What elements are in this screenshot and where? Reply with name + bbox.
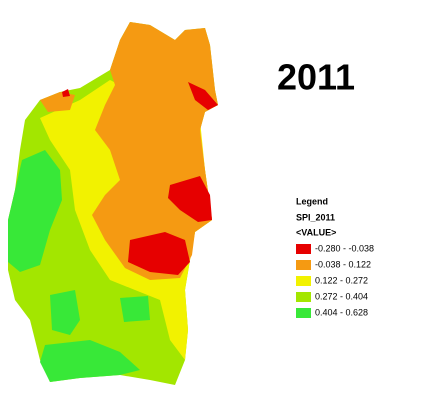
legend: Legend SPI_2011 <VALUE> -0.280 - -0.038 -… [296,196,374,318]
map-title: 2011 [277,57,355,98]
legend-label: 0.404 - 0.628 [315,307,368,317]
legend-label: 0.122 - 0.272 [315,275,368,285]
legend-label: -0.038 - 0.122 [315,259,371,269]
legend-swatch [296,292,311,302]
zone-red [168,176,212,222]
zone-red [128,232,190,275]
map [8,22,218,385]
legend-label: 0.272 - 0.404 [315,291,368,301]
legend-swatch [296,276,311,286]
zone-green [40,340,140,382]
zone-green [50,290,80,335]
legend-title: Legend [296,196,328,206]
legend-layer: SPI_2011 [296,212,335,222]
zone-orange [40,92,75,112]
zone-red [62,89,70,97]
zone-green [120,296,150,322]
zone-orange [92,22,218,280]
legend-label: -0.280 - -0.038 [315,243,374,253]
zone-red [188,82,218,110]
zone-green [8,150,62,272]
legend-swatch [296,244,311,254]
legend-swatch [296,260,311,270]
legend-swatch [296,308,311,318]
legend-field: <VALUE> [296,227,336,237]
